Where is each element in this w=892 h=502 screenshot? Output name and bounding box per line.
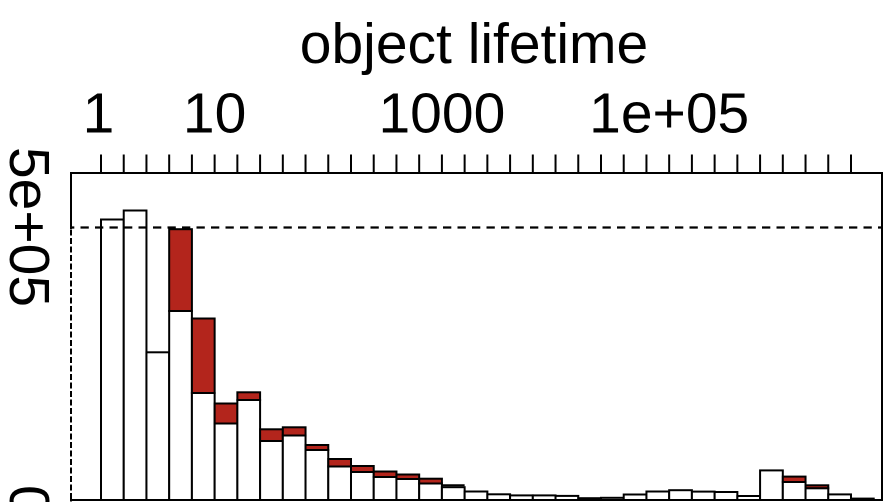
svg-text:0: 0 <box>0 485 61 502</box>
svg-text:1000: 1000 <box>378 82 505 146</box>
svg-text:5e+05: 5e+05 <box>0 147 61 307</box>
svg-text:10: 10 <box>183 82 246 146</box>
svg-text:1: 1 <box>83 82 115 146</box>
svg-text:object lifetime: object lifetime <box>300 12 649 76</box>
svg-text:1e+05: 1e+05 <box>589 82 749 146</box>
